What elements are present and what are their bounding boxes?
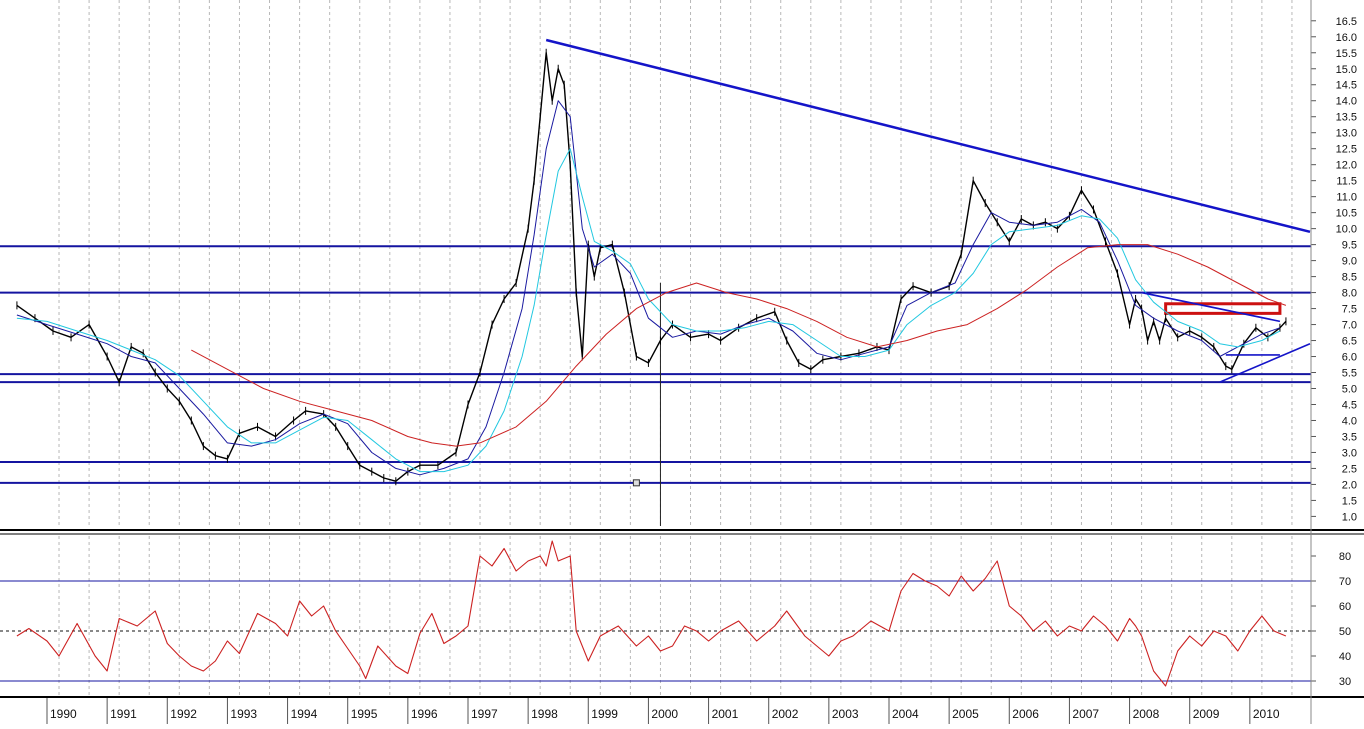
osc-ytick-label: 80	[1339, 551, 1351, 563]
price-ytick-label: 14.5	[1336, 80, 1357, 92]
trendline	[1219, 343, 1311, 383]
price-ytick-label: 7.5	[1342, 304, 1357, 316]
long-ma-series	[191, 244, 1287, 447]
price-ytick-label: 13.0	[1336, 128, 1357, 140]
oscillator-panel: 30 40 50 60 70 80	[0, 536, 1351, 696]
price-ytick-label: 6.0	[1342, 352, 1357, 364]
price-ytick-label: 3.0	[1342, 447, 1357, 459]
osc-ytick-label: 40	[1339, 651, 1351, 663]
xtick-label: 2002	[772, 707, 799, 721]
xtick-label: 1993	[230, 707, 257, 721]
osc-ytick-label: 50	[1339, 626, 1351, 638]
mid-ma-series	[16, 148, 1281, 473]
price-ytick-label: 16.5	[1336, 16, 1357, 28]
price-ytick-label: 9.5	[1342, 240, 1357, 252]
price-ytick-label: 3.5	[1342, 431, 1357, 443]
xtick-label: 2007	[1072, 707, 1099, 721]
price-ytick-label: 10.0	[1336, 224, 1357, 236]
price-ytick-label: 14.0	[1336, 96, 1357, 108]
price-ytick-label: 15.0	[1336, 64, 1357, 76]
xtick-label: 1992	[170, 707, 197, 721]
xtick-label: 2005	[952, 707, 979, 721]
xtick-label: 2003	[832, 707, 859, 721]
xtick-label: 2008	[1133, 707, 1160, 721]
osc-ytick-label: 60	[1339, 601, 1351, 613]
price-ytick-label: 2.0	[1342, 479, 1357, 491]
price-ytick-label: 12.0	[1336, 160, 1357, 172]
price-ytick-label: 1.0	[1342, 511, 1357, 523]
xtick-label: 1997	[471, 707, 498, 721]
xtick-label: 1999	[591, 707, 618, 721]
xtick-label: 2006	[1012, 707, 1039, 721]
xtick-label: 1990	[50, 707, 77, 721]
trendline	[1141, 291, 1281, 323]
xtick-label: 1994	[291, 707, 318, 721]
xtick-label: 1996	[411, 707, 438, 721]
price-ytick-label: 9.0	[1342, 256, 1357, 268]
price-panel: 1.0 1.5 2.0 2.5 3.0 3.5 4.0 4.5 5.0 5.5 6.0 6.5 7.0 7…	[0, 0, 1357, 526]
xtick-label: 2000	[651, 707, 678, 721]
osc-ytick-label: 30	[1339, 676, 1351, 688]
price-ytick-label: 8.0	[1342, 288, 1357, 300]
price-ytick-label: 6.5	[1342, 336, 1357, 348]
cursor-marker	[632, 479, 640, 487]
price-ytick-label: 2.5	[1342, 463, 1357, 475]
short-ma-series	[16, 100, 1281, 476]
x-axis: 1990 1991 1992 1993 1994 1995 1996 1997 1998 1999…	[46, 698, 1280, 724]
price-ytick-label: 7.0	[1342, 320, 1357, 332]
price-ytick-label: 11.5	[1336, 176, 1357, 188]
price-ytick-label: 5.0	[1342, 384, 1357, 396]
trendline	[545, 38, 1311, 234]
xtick-label: 2010	[1253, 707, 1280, 721]
xtick-label: 2004	[892, 707, 919, 721]
price-ytick-label: 4.5	[1342, 399, 1357, 411]
price-ytick-label: 4.0	[1342, 415, 1357, 427]
oscillator-plot-area	[0, 536, 1311, 696]
price-ytick-label: 13.5	[1336, 112, 1357, 124]
price-ytick-label: 12.5	[1336, 144, 1357, 156]
price-plot-area	[0, 0, 1311, 526]
price-ytick-label: 15.5	[1336, 48, 1357, 60]
xtick-label: 2001	[712, 707, 739, 721]
oscillator-series	[16, 540, 1287, 687]
price-ytick-label: 8.5	[1342, 272, 1357, 284]
price-ytick-label: 11.0	[1336, 192, 1357, 204]
price-ytick-label: 1.5	[1342, 495, 1357, 507]
price-series	[16, 52, 1287, 482]
highlight-box	[1164, 302, 1282, 315]
price-ytick-label: 10.5	[1336, 208, 1357, 220]
osc-ytick-label: 70	[1339, 576, 1351, 588]
xtick-label: 1998	[531, 707, 558, 721]
xtick-label: 1991	[110, 707, 137, 721]
price-ytick-label: 16.0	[1336, 32, 1357, 44]
price-ytick-label: 5.5	[1342, 368, 1357, 380]
xtick-label: 1995	[351, 707, 378, 721]
xtick-label: 2009	[1193, 707, 1220, 721]
